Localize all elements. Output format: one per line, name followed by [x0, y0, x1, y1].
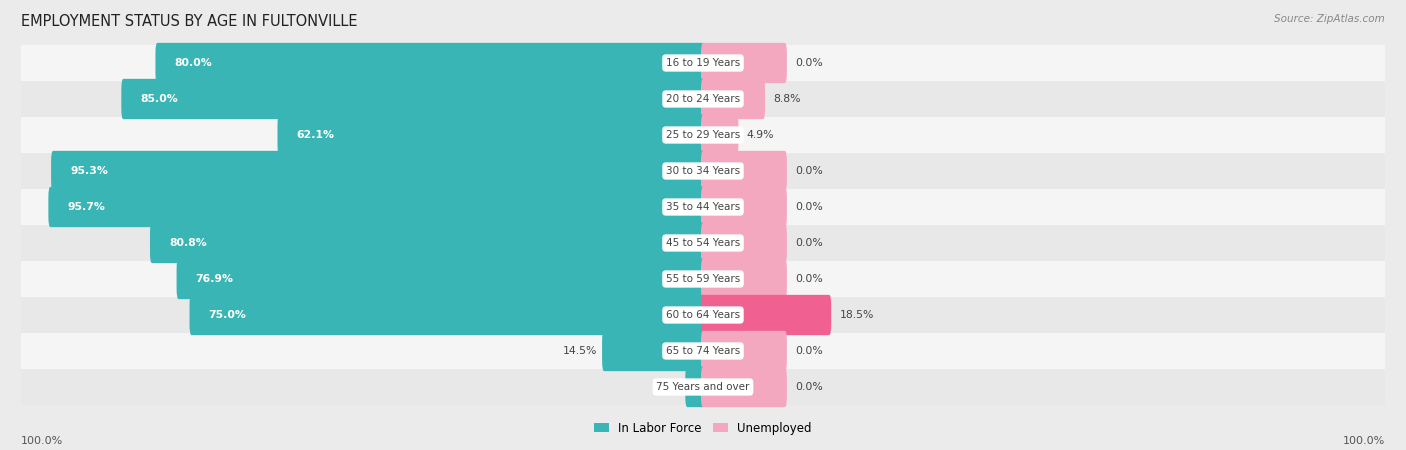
FancyBboxPatch shape: [121, 79, 704, 119]
FancyBboxPatch shape: [177, 259, 704, 299]
Text: 8.8%: 8.8%: [773, 94, 801, 104]
Text: 20 to 24 Years: 20 to 24 Years: [666, 94, 740, 104]
Text: 16 to 19 Years: 16 to 19 Years: [666, 58, 740, 68]
Text: 60 to 64 Years: 60 to 64 Years: [666, 310, 740, 320]
FancyBboxPatch shape: [277, 115, 704, 155]
Text: 0.0%: 0.0%: [794, 58, 823, 68]
Text: Source: ZipAtlas.com: Source: ZipAtlas.com: [1274, 14, 1385, 23]
Bar: [21, 45, 1385, 81]
Bar: [21, 369, 1385, 405]
Text: 14.5%: 14.5%: [562, 346, 598, 356]
Bar: [21, 189, 1385, 225]
Text: 95.3%: 95.3%: [70, 166, 108, 176]
FancyBboxPatch shape: [702, 367, 787, 407]
Text: 25 to 29 Years: 25 to 29 Years: [666, 130, 740, 140]
FancyBboxPatch shape: [702, 79, 765, 119]
Text: 0.0%: 0.0%: [794, 274, 823, 284]
Text: 100.0%: 100.0%: [1343, 436, 1385, 446]
Text: 95.7%: 95.7%: [67, 202, 105, 212]
Text: 0.0%: 0.0%: [794, 202, 823, 212]
Text: 62.1%: 62.1%: [297, 130, 335, 140]
Text: 30 to 34 Years: 30 to 34 Years: [666, 166, 740, 176]
FancyBboxPatch shape: [48, 187, 704, 227]
Bar: [21, 333, 1385, 369]
Text: 4.9%: 4.9%: [747, 130, 775, 140]
FancyBboxPatch shape: [190, 295, 704, 335]
Bar: [21, 153, 1385, 189]
Text: EMPLOYMENT STATUS BY AGE IN FULTONVILLE: EMPLOYMENT STATUS BY AGE IN FULTONVILLE: [21, 14, 357, 28]
Text: 0.0%: 0.0%: [794, 238, 823, 248]
Text: 65 to 74 Years: 65 to 74 Years: [666, 346, 740, 356]
Text: 55 to 59 Years: 55 to 59 Years: [666, 274, 740, 284]
Text: 18.5%: 18.5%: [839, 310, 873, 320]
Bar: [21, 297, 1385, 333]
Bar: [21, 81, 1385, 117]
Text: 0.0%: 0.0%: [794, 346, 823, 356]
Text: 85.0%: 85.0%: [141, 94, 179, 104]
FancyBboxPatch shape: [702, 187, 787, 227]
Text: 80.0%: 80.0%: [174, 58, 212, 68]
FancyBboxPatch shape: [156, 43, 704, 83]
Bar: [21, 225, 1385, 261]
Text: 80.8%: 80.8%: [169, 238, 207, 248]
FancyBboxPatch shape: [702, 115, 738, 155]
Legend: In Labor Force, Unemployed: In Labor Force, Unemployed: [589, 417, 817, 440]
Text: 0.0%: 0.0%: [794, 382, 823, 392]
FancyBboxPatch shape: [51, 151, 704, 191]
FancyBboxPatch shape: [150, 223, 704, 263]
Bar: [21, 117, 1385, 153]
Text: 100.0%: 100.0%: [21, 436, 63, 446]
Text: 0.0%: 0.0%: [794, 166, 823, 176]
Text: 75 Years and over: 75 Years and over: [657, 382, 749, 392]
FancyBboxPatch shape: [702, 151, 787, 191]
FancyBboxPatch shape: [702, 331, 787, 371]
Text: 35 to 44 Years: 35 to 44 Years: [666, 202, 740, 212]
Bar: [21, 261, 1385, 297]
Text: 76.9%: 76.9%: [195, 274, 233, 284]
Text: 75.0%: 75.0%: [208, 310, 246, 320]
Text: 45 to 54 Years: 45 to 54 Years: [666, 238, 740, 248]
FancyBboxPatch shape: [702, 295, 831, 335]
FancyBboxPatch shape: [702, 43, 787, 83]
FancyBboxPatch shape: [702, 223, 787, 263]
Text: 2.3%: 2.3%: [652, 382, 681, 392]
FancyBboxPatch shape: [685, 367, 704, 407]
FancyBboxPatch shape: [702, 259, 787, 299]
FancyBboxPatch shape: [602, 331, 704, 371]
